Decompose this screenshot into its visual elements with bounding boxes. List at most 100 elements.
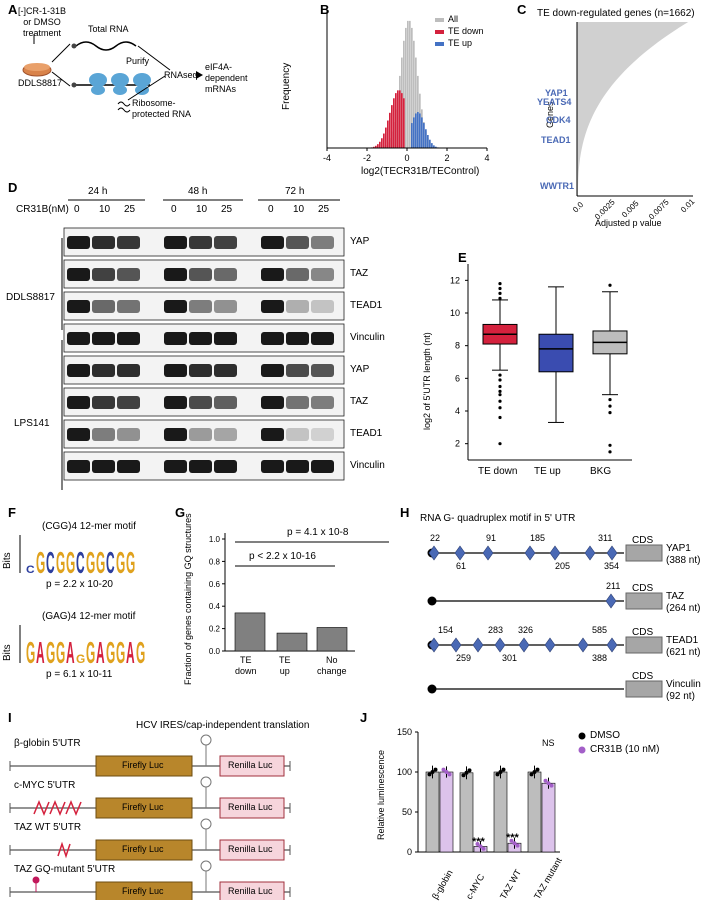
gene-name: Vinculin bbox=[666, 679, 701, 690]
box-outlier bbox=[498, 442, 501, 445]
bar-dmso bbox=[426, 772, 439, 852]
motif-letter: C bbox=[26, 564, 35, 575]
data-point bbox=[536, 768, 540, 772]
lum-ytick-label: 50 bbox=[402, 807, 412, 817]
bar-all bbox=[407, 21, 409, 148]
blot-band bbox=[311, 460, 334, 473]
cds-box bbox=[626, 637, 662, 653]
blot-band bbox=[117, 332, 140, 345]
bar-te-down bbox=[393, 98, 395, 148]
dose-label: 0 bbox=[74, 204, 80, 215]
dose-label: 10 bbox=[99, 204, 110, 215]
bar-te-down bbox=[385, 128, 387, 148]
blot-band bbox=[92, 428, 115, 441]
legend-te-down: TE down bbox=[448, 26, 484, 36]
box-outlier bbox=[498, 378, 501, 381]
motif-letter: G bbox=[76, 652, 85, 665]
data-point bbox=[448, 772, 452, 776]
motif2-title: (GAG)4 12-mer motif bbox=[42, 611, 135, 622]
blot-band bbox=[214, 268, 237, 281]
motif-letter: G bbox=[86, 545, 95, 575]
bar-te-up bbox=[421, 117, 423, 148]
box-outlier bbox=[498, 416, 501, 419]
cds-label: CDS bbox=[632, 535, 653, 546]
box-outlier bbox=[498, 406, 501, 409]
treatment-label: [-]CR-1-31B or DMSO treatment bbox=[18, 6, 66, 39]
box-ytick-label: 4 bbox=[455, 406, 460, 416]
motif-letter: A bbox=[36, 635, 45, 665]
blot-band bbox=[92, 236, 115, 249]
bar-te-down bbox=[403, 98, 405, 148]
blot-band bbox=[311, 396, 334, 409]
motif-letter: G bbox=[46, 635, 55, 665]
blot-band bbox=[189, 332, 212, 345]
lum-sig: NS bbox=[542, 738, 555, 748]
gene-tead1: TEAD1 bbox=[541, 135, 571, 145]
renilla-label: Renilla Luc bbox=[228, 760, 273, 770]
motif-letter: G bbox=[86, 635, 95, 665]
bar-te-up bbox=[425, 129, 427, 148]
blot-band bbox=[286, 396, 309, 409]
legend-dmso: DMSO bbox=[590, 730, 620, 741]
protein-label: TAZ bbox=[350, 396, 368, 407]
gquad-position: 354 bbox=[604, 561, 619, 571]
hist-xtick-label: -2 bbox=[363, 153, 371, 163]
blot-band bbox=[286, 460, 309, 473]
te-genes-xlabel: Adjusted p value bbox=[595, 218, 662, 228]
gq-ylabel: Fraction of genes containing GQ structur… bbox=[183, 513, 193, 685]
blot-band bbox=[67, 268, 90, 281]
blot-band bbox=[164, 332, 187, 345]
gquad-diamond-icon bbox=[550, 546, 560, 560]
lum-ytick-label: 150 bbox=[397, 727, 412, 737]
blot-band bbox=[311, 428, 334, 441]
histogram-ylabel: Frequency bbox=[281, 63, 292, 110]
box-outlier bbox=[498, 297, 501, 300]
bar-te-up bbox=[415, 113, 417, 148]
box-outlier bbox=[608, 284, 611, 287]
gquad-position: 154 bbox=[438, 625, 453, 635]
gquad-diamond-icon bbox=[606, 594, 616, 608]
rnaseq-label: RNAseq bbox=[164, 70, 198, 80]
blot-band bbox=[92, 300, 115, 313]
gquad-diamond-icon bbox=[451, 638, 461, 652]
bar-te-down bbox=[377, 144, 379, 148]
blot-band bbox=[164, 300, 187, 313]
gq-bar bbox=[235, 613, 265, 651]
bar-te-down bbox=[397, 90, 399, 148]
motif1-pvalue: p = 2.2 x 10-20 bbox=[46, 579, 113, 590]
firefly-label: Firefly Luc bbox=[122, 844, 164, 854]
utr-ylabel: log2 of 5'UTR length (nt) bbox=[422, 332, 432, 430]
cds-box bbox=[626, 545, 662, 561]
gquad-maps bbox=[400, 505, 704, 705]
motif-letter: G bbox=[26, 635, 35, 665]
motif-letter: G bbox=[56, 635, 65, 665]
gq-bar bbox=[277, 633, 307, 651]
gq-ytick-label: 0.2 bbox=[209, 625, 221, 634]
firefly-label: Firefly Luc bbox=[122, 760, 164, 770]
gquad-diamond-icon bbox=[429, 638, 439, 652]
construct-label: TAZ WT 5'UTR bbox=[14, 822, 81, 833]
bar-te-down bbox=[401, 93, 403, 148]
legend-te-down-swatch bbox=[435, 30, 444, 34]
gquad-diamond-icon bbox=[483, 546, 493, 560]
dose-label: 10 bbox=[293, 204, 304, 215]
blot-band bbox=[189, 396, 212, 409]
cell-line-label: DDLS8817 bbox=[18, 78, 62, 88]
box-body bbox=[539, 334, 573, 372]
cds-label: CDS bbox=[632, 627, 653, 638]
gquad-position: 205 bbox=[555, 561, 570, 571]
blot-band bbox=[214, 396, 237, 409]
dose-label: 25 bbox=[124, 204, 135, 215]
dose-label: 0 bbox=[268, 204, 274, 215]
gene-name: TEAD1 bbox=[666, 635, 698, 646]
legend-all-swatch bbox=[435, 18, 444, 22]
blot-band bbox=[92, 396, 115, 409]
gquad-diamond-icon bbox=[607, 638, 617, 652]
total-rna-icon bbox=[76, 42, 136, 50]
lum-sig: *** bbox=[472, 836, 485, 848]
purify-label: Purify bbox=[126, 56, 149, 66]
